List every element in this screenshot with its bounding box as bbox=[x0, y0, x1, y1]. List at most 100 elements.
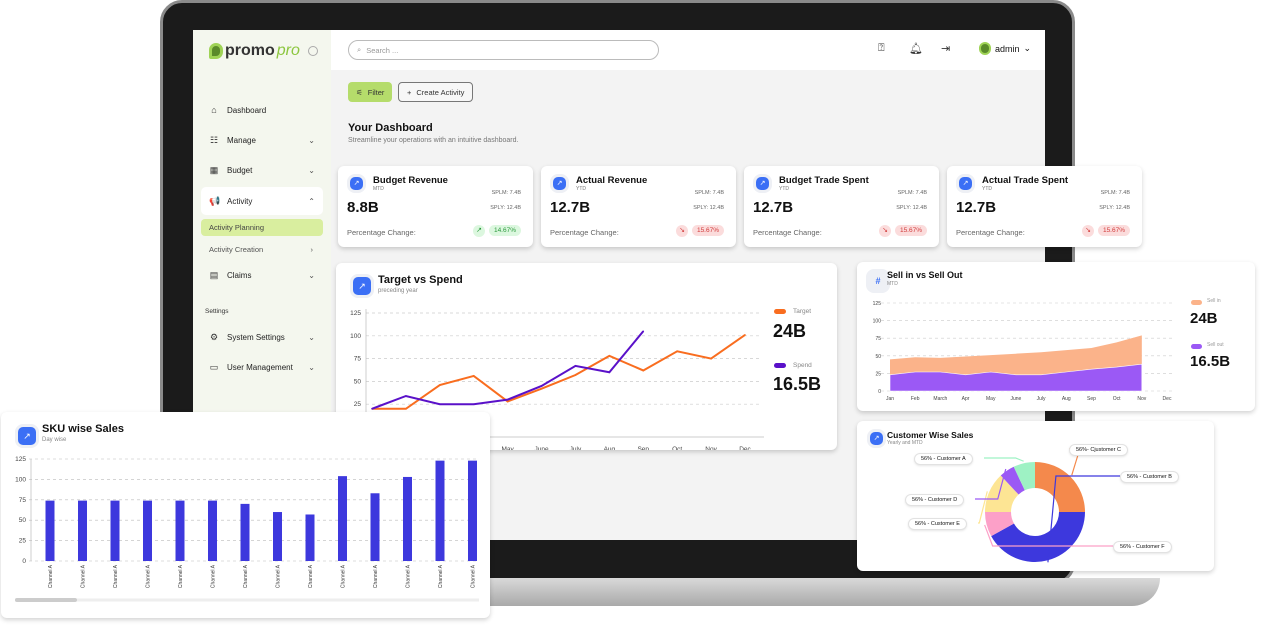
donut-slice bbox=[985, 512, 1014, 537]
sidebar-item-budget[interactable]: ▦ Budget ⌄ bbox=[201, 158, 323, 182]
series-area-sell-out bbox=[889, 363, 1143, 392]
sidebar-subitem-activity-planning[interactable]: Activity Planning bbox=[201, 219, 323, 236]
megaphone-icon: 📢 bbox=[209, 196, 221, 206]
sidebar-item-label: Budget bbox=[227, 165, 253, 175]
chart-icon: ↗ bbox=[353, 277, 371, 295]
data-point bbox=[371, 407, 373, 410]
logo[interactable]: promo pro bbox=[209, 42, 300, 60]
hash-icon: # bbox=[869, 272, 887, 290]
search-input[interactable]: ⌕ Search ... bbox=[348, 40, 659, 60]
donut-slice bbox=[1035, 462, 1085, 512]
legend-target-swatch bbox=[774, 309, 786, 314]
kpi-value: 12.7B bbox=[956, 199, 997, 216]
chevron-down-icon: ⌄ bbox=[308, 135, 315, 145]
x-tick-label: Channel A bbox=[308, 564, 314, 588]
kpi-period: YTD bbox=[576, 186, 586, 192]
kpi-period: MTD bbox=[373, 186, 384, 192]
y-tick-label: 75 bbox=[875, 336, 881, 342]
y-tick-label: 100 bbox=[15, 476, 26, 483]
user-name: admin bbox=[995, 43, 1020, 54]
data-point bbox=[642, 330, 645, 333]
kpi-splm: SPLM: 7.4B bbox=[897, 190, 927, 196]
kpi-change-label: Percentage Change: bbox=[550, 228, 619, 237]
bar bbox=[45, 500, 55, 561]
customer-donut-chart bbox=[975, 448, 1120, 563]
x-tick-label: Channel A bbox=[471, 564, 477, 588]
kpi-change-badge: 15.67% bbox=[691, 225, 724, 236]
y-tick-label: 125 bbox=[15, 456, 26, 463]
donut-slice bbox=[1000, 466, 1025, 495]
y-tick-label: 0 bbox=[878, 389, 881, 395]
x-tick-label: Nov bbox=[1137, 396, 1146, 402]
slice-label: 56%- Cjustomer C bbox=[1069, 444, 1128, 456]
filter-label: Filter bbox=[367, 87, 385, 97]
chart-subtitle: Day wise bbox=[42, 437, 67, 443]
create-activity-button[interactable]: + Create Activity bbox=[398, 82, 474, 102]
x-tick-label: Channel A bbox=[373, 564, 379, 588]
leader-line bbox=[978, 491, 988, 524]
sidebar-item-user-management[interactable]: ▭ User Management ⌄ bbox=[201, 355, 323, 379]
help-icon[interactable]: ⍰ bbox=[878, 42, 885, 54]
data-point bbox=[472, 375, 475, 377]
series-line-spend bbox=[371, 330, 645, 410]
chart-icon: ↗ bbox=[959, 177, 972, 190]
chart-title: Customer Wise Sales bbox=[887, 430, 974, 440]
kpi-change-badge: 15.67% bbox=[894, 225, 927, 236]
sidebar-item-activity[interactable]: 📢 Activity ⌃ bbox=[201, 187, 323, 215]
x-tick-label: March bbox=[933, 396, 947, 402]
data-point bbox=[608, 371, 611, 374]
x-tick-label: Channel A bbox=[406, 564, 412, 588]
sidebar-item-claims[interactable]: ▤ Claims ⌄ bbox=[201, 263, 323, 287]
customer-wise-sales-card: ↗ Customer Wise Sales Yearly and MTD 56%… bbox=[857, 421, 1214, 571]
sidebar-item-label: System Settings bbox=[227, 332, 285, 342]
kpi-card: ↗ Budget Trade Spent YTD SPLM: 7.4B 12.7… bbox=[744, 166, 939, 247]
x-tick-label: May bbox=[501, 446, 514, 450]
sidebar-item-manage[interactable]: ☷ Manage ⌄ bbox=[201, 128, 323, 152]
legend-sell-in-label: Sell in bbox=[1207, 298, 1221, 304]
bar bbox=[435, 460, 445, 561]
data-point bbox=[642, 369, 645, 372]
bar bbox=[468, 460, 477, 561]
data-point bbox=[439, 384, 441, 386]
bell-icon[interactable]: 🔔︎ bbox=[909, 43, 923, 55]
spend-total: 16.5B bbox=[773, 374, 822, 394]
x-tick-label: Dec bbox=[1163, 396, 1172, 402]
x-tick-label: Nov bbox=[705, 446, 717, 450]
leader-line bbox=[1047, 475, 1120, 563]
trend-down-icon: ↘ bbox=[676, 225, 688, 237]
chart-subtitle: Yearly and MTD bbox=[887, 440, 923, 446]
chart-icon: ↗ bbox=[756, 177, 769, 190]
y-tick-label: 75 bbox=[354, 356, 362, 363]
y-tick-label: 100 bbox=[873, 319, 882, 325]
collapse-toggle[interactable] bbox=[308, 46, 318, 56]
create-label: Create Activity bbox=[416, 87, 465, 97]
leader-line bbox=[975, 468, 1007, 500]
kpi-period: YTD bbox=[779, 186, 789, 192]
horizontal-scrollbar[interactable] bbox=[15, 598, 77, 602]
x-tick-label: Apr bbox=[962, 396, 970, 402]
kpi-sply: SPLY: 12.4B bbox=[896, 205, 927, 211]
logout-icon[interactable]: ⇥ bbox=[941, 43, 951, 55]
kpi-value: 12.7B bbox=[550, 199, 591, 216]
data-point bbox=[405, 395, 407, 397]
kpi-sply: SPLY: 12.4B bbox=[693, 205, 724, 211]
sidebar-item-system-settings[interactable]: ⚙ System Settings ⌄ bbox=[201, 325, 323, 349]
y-tick-label: 100 bbox=[350, 333, 361, 340]
claims-icon: ▤ bbox=[209, 270, 219, 280]
x-tick-label: Aug bbox=[604, 446, 616, 450]
kpi-value: 12.7B bbox=[753, 199, 794, 216]
data-point bbox=[710, 357, 712, 360]
legend-sell-out-swatch bbox=[1191, 344, 1202, 349]
filter-button[interactable]: ⚟ Filter bbox=[348, 82, 393, 102]
logo-mark-icon bbox=[209, 43, 223, 59]
page-subtitle: Streamline your operations with an intui… bbox=[348, 137, 519, 144]
user-menu[interactable]: admin ⌄ bbox=[979, 42, 1031, 55]
sidebar-item-label: User Management bbox=[227, 362, 293, 372]
chart-subtitle: MTD bbox=[887, 281, 898, 287]
sidebar-item-dashboard[interactable]: ⌂ Dashboard bbox=[201, 98, 323, 122]
slice-label: 56% - Customer B bbox=[1120, 471, 1179, 483]
checklist-icon: ☷ bbox=[209, 135, 219, 145]
sidebar-subitem-activity-creation[interactable]: Activity Creation › bbox=[201, 241, 323, 258]
chart-title: Sell in vs Sell Out bbox=[887, 270, 963, 280]
chevron-down-icon: ⌄ bbox=[1023, 43, 1032, 53]
